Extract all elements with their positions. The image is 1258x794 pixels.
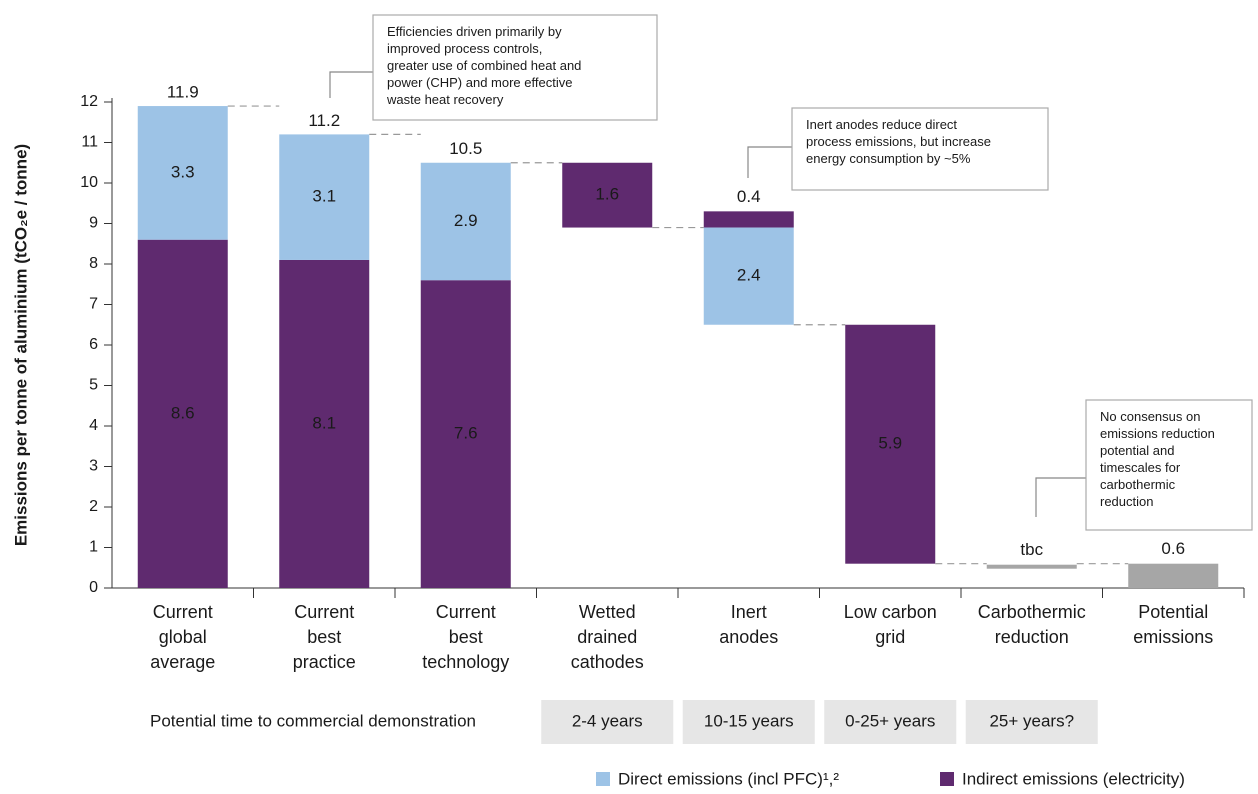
total-label: 11.9: [167, 83, 199, 102]
timeline-item: 10-15 years: [704, 711, 794, 730]
annotation-box: [791, 107, 1049, 191]
leader-line: [747, 146, 792, 178]
bar-segment: [703, 211, 794, 228]
bar-segment: [420, 280, 511, 588]
legend-swatch: [596, 772, 610, 786]
y-tick-label: 1: [89, 539, 98, 556]
annotation-box: [372, 14, 658, 121]
timeline-label: Potential time to commercial demonstrati…: [150, 711, 476, 730]
value-label: 2.9: [454, 211, 478, 230]
annotation-text: Efficiencies driven primarily by improved…: [386, 24, 581, 107]
annotation-box: [1085, 399, 1253, 531]
timeline-box: [824, 700, 957, 744]
value-label: 7.6: [454, 424, 478, 443]
value-label: tbc: [1020, 540, 1043, 559]
x-tick-label: Potential emissions: [1133, 602, 1213, 647]
bar-segment: [137, 239, 228, 588]
legend-swatch: [940, 772, 954, 786]
value-label: 2.4: [737, 266, 761, 285]
bar-segment: [279, 134, 370, 260]
value-label: 0.4: [737, 187, 761, 206]
x-tick-label: Current best technology: [422, 602, 509, 672]
x-tick-label: Current global average: [150, 602, 215, 672]
y-tick-label: 6: [89, 336, 98, 353]
y-tick-label: 11: [81, 134, 98, 151]
y-tick-label: 0: [89, 579, 98, 596]
timeline-item: 25+ years?: [989, 711, 1074, 730]
annotation-text: Inert anodes reduce direct process emissi…: [806, 117, 991, 166]
bar-segment: [845, 324, 936, 564]
bar-segment: [703, 227, 794, 325]
legend-label: Direct emissions (incl PFC)¹,²: [618, 769, 839, 788]
x-tick-label: Carbothermic reduction: [978, 602, 1086, 647]
x-tick-label: Current best practice: [293, 602, 356, 672]
x-tick-label: Low carbon grid: [844, 602, 937, 647]
legend-label: Indirect emissions (electricity): [962, 769, 1185, 788]
y-tick-label: 8: [89, 255, 98, 272]
value-label: 1.6: [595, 185, 619, 204]
y-tick-label: 7: [89, 296, 98, 313]
y-tick-label: 9: [89, 215, 98, 232]
y-tick-label: 4: [89, 417, 98, 434]
total-label: 10.5: [449, 139, 482, 158]
timeline-box: [682, 700, 815, 744]
timeline-item: 0-25+ years: [845, 711, 935, 730]
value-label: 5.9: [878, 434, 902, 453]
leader-line: [329, 71, 373, 98]
bar-segment: [279, 259, 370, 588]
y-axis-label: Emissions per tonne of aluminium (tCO₂e …: [11, 144, 30, 546]
total-label: 11.2: [308, 111, 340, 130]
value-label: 3.1: [312, 187, 336, 206]
timeline-item: 2-4 years: [572, 711, 643, 730]
annotation-text: No consensus on emissions reduction potent…: [1100, 409, 1215, 509]
bar-segment: [137, 106, 228, 240]
y-tick-label: 10: [80, 174, 98, 191]
y-tick-label: 5: [89, 377, 98, 394]
value-label: 0.6: [1161, 539, 1185, 558]
bar-segment: [420, 162, 511, 281]
y-tick-label: 3: [89, 458, 98, 475]
result-bar: [1128, 563, 1219, 588]
timeline-box: [965, 700, 1098, 744]
x-tick-label: Wetted drained cathodes: [571, 602, 644, 672]
y-tick-label: 2: [89, 498, 98, 515]
bar-segment: [562, 162, 653, 228]
value-label: 8.6: [171, 403, 195, 422]
leader-line: [1035, 477, 1086, 517]
timeline-box: [541, 700, 674, 744]
value-label: 8.1: [312, 413, 336, 432]
value-label: 3.3: [171, 162, 195, 181]
placeholder-bar: [986, 564, 1077, 569]
y-tick-label: 12: [80, 93, 98, 110]
x-tick-label: Inert anodes: [719, 602, 778, 647]
